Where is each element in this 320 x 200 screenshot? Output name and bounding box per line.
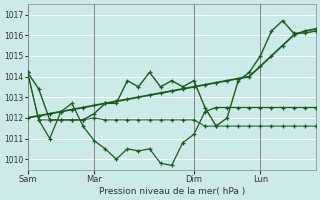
X-axis label: Pression niveau de la mer( hPa ): Pression niveau de la mer( hPa ) — [99, 187, 245, 196]
